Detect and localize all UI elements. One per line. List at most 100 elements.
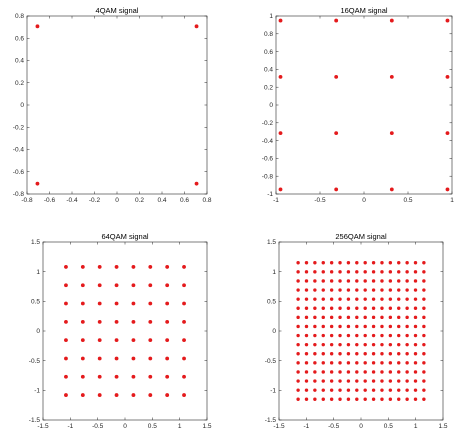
constellation-point <box>388 342 393 347</box>
constellation-point <box>313 342 317 347</box>
y-tick-label: -0.4 <box>262 138 274 145</box>
constellation-point <box>182 338 186 343</box>
constellation-point <box>338 333 342 338</box>
constellation-point <box>313 261 317 265</box>
constellation-point <box>97 374 102 379</box>
constellation-point <box>97 393 102 397</box>
chart-title-16qam: 16QAM signal <box>340 6 387 15</box>
constellation-point <box>131 356 136 361</box>
constellation-point <box>338 288 342 292</box>
constellation-point <box>321 279 325 283</box>
constellation-point <box>422 370 426 374</box>
constellation-point <box>329 370 334 374</box>
y-tick-label: -0.4 <box>13 147 25 154</box>
constellation-point <box>422 306 426 310</box>
constellation-point <box>296 297 300 301</box>
constellation-point <box>80 319 85 324</box>
constellation-point <box>388 288 393 292</box>
constellation-point <box>97 283 102 288</box>
constellation-point <box>388 306 393 310</box>
constellation-point <box>114 283 119 288</box>
constellation-point <box>114 319 119 324</box>
constellation-point <box>329 261 334 265</box>
constellation-point <box>388 388 393 392</box>
constellation-point <box>131 374 136 379</box>
constellation-point <box>338 388 342 392</box>
constellation-point <box>422 379 426 383</box>
x-tick-label: 1 <box>414 423 418 430</box>
constellation-point <box>313 279 317 283</box>
constellation-point <box>405 342 409 347</box>
constellation-point <box>346 306 351 310</box>
x-tick-label: 1.5 <box>438 423 447 430</box>
y-tick-label: -0.5 <box>265 358 277 365</box>
constellation-point <box>346 379 351 383</box>
constellation-point <box>380 315 384 320</box>
x-tick-label: -1.5 <box>37 423 49 430</box>
constellation-point <box>422 297 426 301</box>
constellation-point <box>194 24 199 29</box>
constellation-point <box>346 297 351 301</box>
constellation-point <box>321 379 325 383</box>
constellation-point <box>321 324 325 329</box>
constellation-point <box>182 356 186 361</box>
constellation-point <box>165 301 170 306</box>
constellation-point <box>165 374 170 379</box>
constellation-point <box>405 370 409 374</box>
constellation-point <box>380 297 384 301</box>
constellation-point <box>405 297 409 301</box>
constellation-point <box>422 352 426 356</box>
y-tick-label: 1.5 <box>267 239 276 246</box>
constellation-point <box>338 370 342 374</box>
constellation-point <box>405 261 409 265</box>
constellation-point <box>355 315 359 320</box>
constellation-point <box>413 324 418 329</box>
x-tick-label: 0.4 <box>157 197 166 204</box>
constellation-point <box>380 352 384 356</box>
constellation-point <box>380 288 384 292</box>
plot-4qam: 4QAM signal -0.8 -0.6 -0.4 -0.2 0 0.2 0.4 0.6 0.8… <box>13 6 212 204</box>
constellation-point <box>413 352 418 356</box>
constellation-point <box>346 342 351 347</box>
constellation-point <box>313 315 317 320</box>
constellation-point <box>371 361 376 365</box>
constellation-point <box>338 379 342 383</box>
x-tick-label: -0.5 <box>328 423 340 430</box>
x-tick-label: -1 <box>273 197 279 204</box>
constellation-point <box>182 265 186 269</box>
constellation-point <box>148 374 153 379</box>
x-tick-label: 0.2 <box>135 197 144 204</box>
y-tick-label: -0.6 <box>13 169 25 176</box>
constellation-point <box>148 283 153 288</box>
constellation-point <box>371 288 376 292</box>
constellation-point <box>388 361 393 365</box>
constellation-point <box>397 397 401 401</box>
constellation-point <box>346 361 351 365</box>
y-tick-label: 0.5 <box>267 299 276 306</box>
constellation-point <box>388 397 393 401</box>
constellation-point <box>182 374 186 379</box>
constellation-point <box>405 279 409 283</box>
constellation-point <box>64 338 68 343</box>
y-tick-label: 1 <box>272 269 276 276</box>
x-tick-label: 0 <box>359 423 363 430</box>
constellation-point <box>313 352 317 356</box>
constellation-point <box>296 352 300 356</box>
constellation-point <box>380 279 384 283</box>
constellation-point <box>397 333 401 338</box>
constellation-point <box>338 397 342 401</box>
constellation-point <box>80 283 85 288</box>
constellation-point <box>338 306 342 310</box>
constellation-point <box>355 370 359 374</box>
constellation-point <box>148 393 153 397</box>
constellation-point <box>397 324 401 329</box>
constellation-point <box>413 333 418 338</box>
constellation-point <box>321 333 325 338</box>
constellation-point <box>363 270 367 274</box>
constellation-point <box>397 352 401 356</box>
constellation-point <box>380 261 384 265</box>
constellation-point <box>388 370 393 374</box>
constellation-point <box>389 131 394 136</box>
constellation-point <box>405 306 409 310</box>
constellation-point <box>304 370 309 374</box>
